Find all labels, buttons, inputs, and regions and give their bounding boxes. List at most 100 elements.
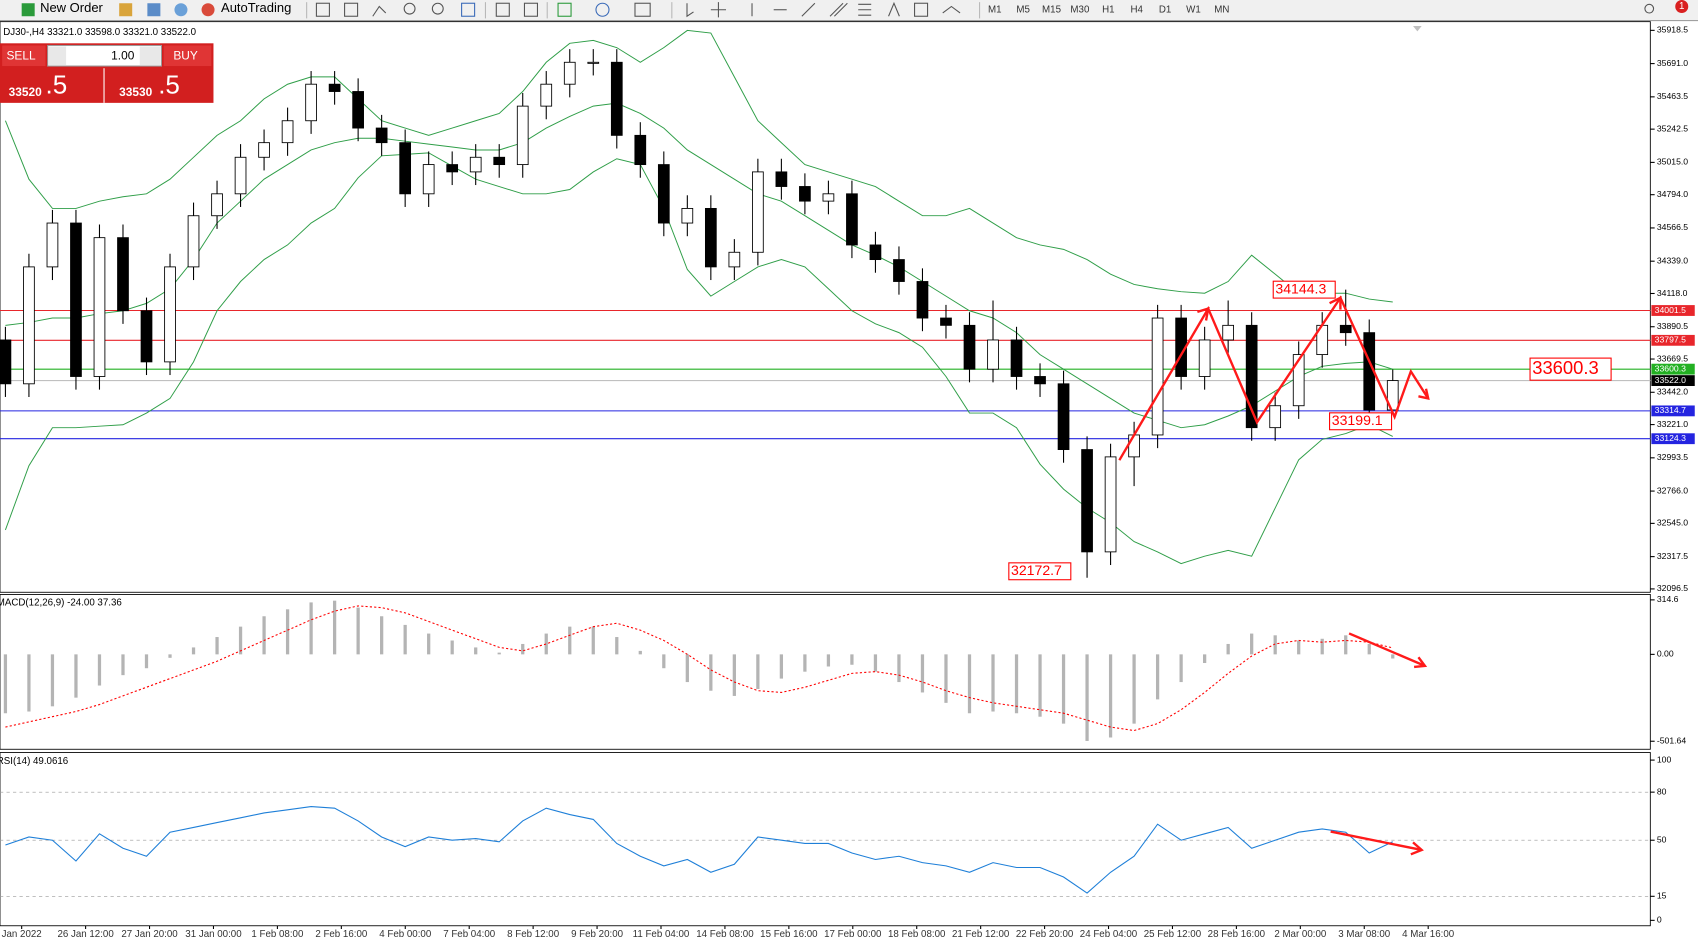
macd-bar [1132,654,1136,724]
candle-body [587,61,600,64]
macd-bar [27,654,31,712]
notification-count: 1 [1679,1,1684,12]
macd-bar [920,654,925,693]
notification-badge[interactable] [1675,0,1689,13]
timeframe-button[interactable]: D1 [1159,4,1171,15]
timeframe-button[interactable]: M1 [988,4,1002,15]
price-label: 33199.1 [1332,412,1383,428]
timeframe-button[interactable]: H4 [1130,4,1143,15]
rsi-panel [0,752,1651,927]
candle-body [305,83,317,122]
price-panel [0,21,1651,593]
macd-bar [191,647,196,655]
ask-price[interactable]: 33530 [119,85,152,99]
x-tick-label: 31 Jan 00:00 [185,929,242,940]
sell-button[interactable] [2,45,46,67]
price-label: 33600.3 [1532,357,1599,378]
x-tick-label: 25 Feb 12:00 [1144,929,1202,940]
new-order-button[interactable]: New Order [40,0,103,15]
lot-value[interactable]: 1.00 [111,48,135,62]
buy-label[interactable]: BUY [173,48,198,62]
current-price-label: 33522.0 [1655,375,1686,385]
macd-bar [497,652,501,655]
y-tick-label: 32993.5 [1657,452,1688,462]
candle-body [540,83,553,107]
x-tick-label: 15 Feb 16:00 [760,929,818,940]
macd-bar [380,616,384,655]
candle-body [516,105,529,166]
candle-body [704,207,717,268]
candle-body [563,61,576,85]
timeframe-button[interactable]: MN [1214,4,1229,15]
x-tick-label: 28 Feb 16:00 [1208,929,1266,940]
level-tag-label: 33314.7 [1655,405,1686,415]
level-tag [1651,405,1695,417]
autotrading-button[interactable]: AutoTrading [221,0,291,15]
level-tag-label: 33124.3 [1655,433,1686,443]
x-tick-label: 26 Jan 12:00 [57,929,114,940]
candle-body [893,259,905,282]
price-label-box [1272,280,1336,299]
lot-decrease[interactable] [48,46,67,65]
macd-bar [1061,654,1066,724]
macd-bar [121,654,125,676]
macd-bar [779,654,784,679]
macd-bar [144,654,149,669]
x-tick-label: 24 Feb 04:00 [1080,929,1138,940]
x-tick-label: 3 Mar 08:00 [1338,929,1391,940]
bollinger-upper [4,29,1393,303]
macd-bar [732,654,736,696]
macd-bar [474,647,478,655]
macd-bar [850,654,854,665]
candle-body [140,310,153,363]
y-tick-label: 34566.5 [1657,222,1688,232]
macd-bar [1344,635,1348,655]
timeframe-button[interactable]: M30 [1070,4,1090,15]
timeframe-button[interactable]: H1 [1102,4,1114,15]
candle-body [258,142,270,158]
lot-input[interactable] [47,44,162,67]
candle-body [469,156,482,173]
autotrading-icon[interactable] [201,3,215,17]
timeframe-button[interactable]: W1 [1186,4,1201,15]
macd-bar [285,609,290,655]
x-tick-label: 9 Feb 20:00 [571,929,624,940]
ask-pip[interactable]: .5 [158,69,180,99]
lot-increase[interactable] [139,46,161,65]
macd-bar [897,654,901,683]
new-order-icon[interactable] [21,3,35,17]
candle-body [799,186,811,202]
y-tick-label: 33669.5 [1657,353,1688,363]
macd-bar [991,654,995,712]
bid-price[interactable]: 33520 [9,85,42,99]
y-tick-label: 15 [1657,891,1667,901]
buy-button[interactable] [163,45,212,67]
rsi-header: RSI(14) 49.0616 [0,756,68,767]
macd-bar [238,626,243,655]
macd-bar [1250,633,1254,655]
x-tick-label: 18 Feb 08:00 [888,929,946,940]
y-tick-label: 34339.0 [1657,255,1688,265]
bid-pip[interactable]: .5 [46,69,68,99]
timeframe-button[interactable]: M5 [1016,4,1030,15]
macd-bar [427,633,431,655]
macd-bar [1155,654,1160,700]
toolbar-icons[interactable] [315,1,1655,18]
candle-body [634,134,647,166]
candle-body [399,142,412,195]
macd-bar [756,654,760,689]
candle-body [1104,456,1117,553]
toolbar-icon[interactable] [119,3,133,17]
macd-bar [1203,654,1207,664]
candle-body [1034,376,1046,385]
sell-label[interactable]: SELL [7,48,37,62]
candle-body [775,171,788,187]
macd-bar [967,654,972,714]
timeframe-button[interactable]: M15 [1042,4,1061,15]
candle-body [1245,324,1258,429]
x-tick-label: Jan 2022 [2,929,42,940]
toolbar-icon[interactable] [147,3,161,17]
level-tag [1651,334,1695,346]
toolbar-icon[interactable] [174,3,188,17]
candle-body [1292,354,1305,407]
